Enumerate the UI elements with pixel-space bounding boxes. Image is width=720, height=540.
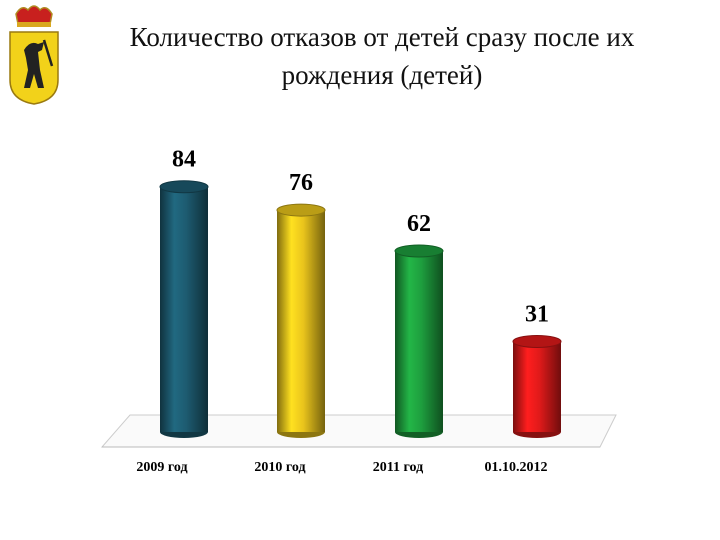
value-label: 76 <box>289 170 313 196</box>
bar <box>513 341 561 432</box>
x-tick-label: 2010 год <box>254 460 305 475</box>
bar-top <box>512 334 562 348</box>
chart-title: Количество отказов от детей сразу после … <box>129 22 635 90</box>
x-tick-label: 2011 год <box>373 460 423 475</box>
value-label: 31 <box>525 301 549 327</box>
coat-of-arms <box>9 5 59 105</box>
bar-top <box>159 180 209 194</box>
bar <box>395 250 443 432</box>
x-tick-label: 01.10.2012 <box>485 460 548 475</box>
bar-top <box>394 244 444 258</box>
bar <box>160 186 208 432</box>
value-label: 62 <box>407 211 431 237</box>
bar-top <box>276 203 326 217</box>
value-label: 84 <box>172 147 196 173</box>
bar <box>277 210 325 432</box>
x-tick-label: 2009 год <box>136 460 187 475</box>
